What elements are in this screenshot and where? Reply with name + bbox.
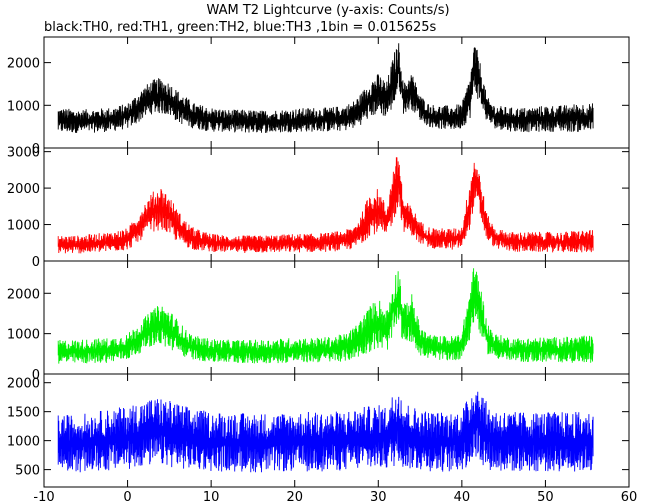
panel-th1: 0 1000 2000 3000 bbox=[7, 146, 630, 270]
panels-group: 0100020000100020003000010002000500100015… bbox=[7, 36, 630, 488]
y-tick-label: 1500 bbox=[7, 406, 40, 421]
y-tick-label: 1000 bbox=[7, 435, 40, 450]
x-axis: -10 0 10 20 30 40 50 60 bbox=[33, 490, 637, 504]
y-tick-label: 0 bbox=[32, 255, 40, 270]
panel-frame bbox=[43, 373, 630, 488]
y-tick-label: 1000 bbox=[7, 328, 40, 343]
y-tick-label: 0 bbox=[32, 368, 40, 383]
y-tick-label: 3000 bbox=[7, 146, 40, 161]
x-tick-label: 10 bbox=[203, 490, 220, 504]
x-tick-label: 60 bbox=[621, 490, 638, 504]
series-th0-line bbox=[57, 43, 594, 134]
y-tick-label: 0 bbox=[32, 142, 40, 157]
x-tick-label: 30 bbox=[370, 490, 387, 504]
chart-subtitle: black:TH0, red:TH1, green:TH2, blue:TH3 … bbox=[44, 20, 437, 35]
panel-th0: 0 1000 2000 bbox=[7, 36, 630, 157]
y-tick-label: 1000 bbox=[7, 219, 40, 234]
series-th3-line bbox=[57, 391, 594, 473]
x-tick-label: 20 bbox=[286, 490, 303, 504]
x-tick-label: 0 bbox=[123, 490, 131, 504]
panel-frame bbox=[43, 36, 630, 149]
panel-th3: 500 1000 1500 2000 bbox=[7, 373, 630, 488]
y-tick-label: 2000 bbox=[7, 57, 40, 72]
y-tick-label: 500 bbox=[15, 464, 40, 479]
x-tick-label: 50 bbox=[537, 490, 554, 504]
panel-th2: 0 1000 2000 bbox=[7, 260, 630, 383]
y-tick-label: 2000 bbox=[7, 377, 40, 392]
chart-title: WAM T2 Lightcurve (y-axis: Counts/s) bbox=[206, 3, 449, 18]
y-tick-label: 1000 bbox=[7, 99, 40, 114]
x-tick-label: 40 bbox=[454, 490, 471, 504]
y-tick-label: 2000 bbox=[7, 182, 40, 197]
y-tick-label: 2000 bbox=[7, 287, 40, 302]
series-th1-line bbox=[57, 157, 594, 254]
x-tick-label: -10 bbox=[33, 490, 54, 504]
series-th2-line bbox=[57, 268, 594, 364]
